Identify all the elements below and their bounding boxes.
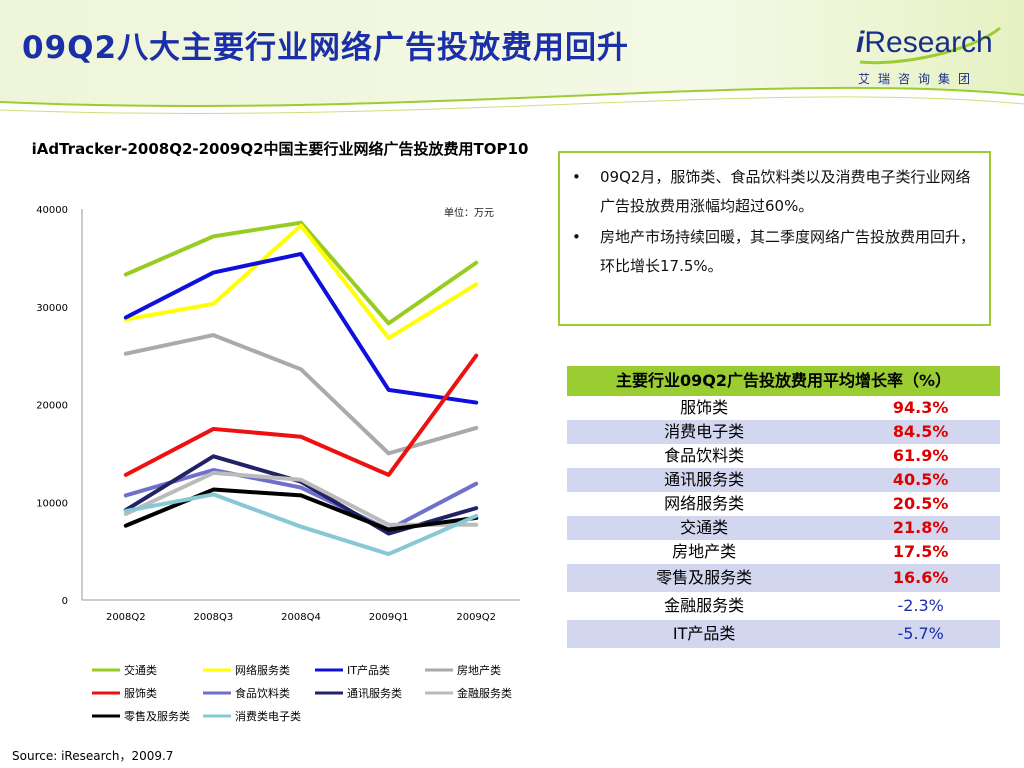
series-line <box>123 220 479 326</box>
industry-name: 零售及服务类 <box>567 564 842 592</box>
growth-value: -5.7% <box>841 620 1000 648</box>
table-row: 网络服务类 20.5% <box>567 492 1000 516</box>
notes-box: • 09Q2月，服饰类、食品饮料类以及消费电子类行业网络广告投放费用涨幅均超过60… <box>558 151 991 326</box>
legend-label: 消费类电子类 <box>235 709 301 723</box>
y-tick-label: 10000 <box>36 498 68 509</box>
legend-label: 食品饮料类 <box>235 686 290 700</box>
series-line <box>123 333 479 456</box>
line-chart: 0 10000 20000 30000 40000 2008Q2 2008Q3 2008Q4 2… <box>36 205 520 723</box>
industry-name: 网络服务类 <box>567 492 842 516</box>
y-tick-label: 40000 <box>36 205 68 216</box>
y-tick-label: 20000 <box>36 401 68 412</box>
industry-name: 消费电子类 <box>567 420 842 444</box>
table-row: 服饰类 94.3% <box>567 396 1000 420</box>
note-text: 房地产市场持续回暖，其二季度网络广告投放费用回升，环比增长17.5%。 <box>600 228 976 275</box>
logo-wordmark: iResearch <box>856 26 993 59</box>
table-row: 食品饮料类 61.9% <box>567 444 1000 468</box>
source-note: Source: iResearch，2009.7 <box>12 749 174 763</box>
logo-swoosh-icon <box>859 26 1001 65</box>
legend-label: 服饰类 <box>124 686 157 700</box>
table-header: 主要行业09Q2广告投放费用平均增长率（%） <box>567 366 1000 396</box>
growth-value: 20.5% <box>841 492 1000 516</box>
note-item: • 房地产市场持续回暖，其二季度网络广告投放费用回升，环比增长17.5%。 <box>572 223 976 281</box>
slide-title: 09Q2八大主要行业网络广告投放费用回升 <box>22 30 630 66</box>
industry-name: 金融服务类 <box>567 592 842 620</box>
note-text: 09Q2月，服饰类、食品饮料类以及消费电子类行业网络广告投放费用涨幅均超过60%… <box>600 168 971 215</box>
legend-label: 网络服务类 <box>235 663 290 677</box>
growth-value: 94.3% <box>841 396 1000 420</box>
x-tick-label: 2009Q2 <box>456 612 496 623</box>
growth-value: 40.5% <box>841 468 1000 492</box>
x-tick-label: 2008Q4 <box>281 612 321 623</box>
series-line <box>123 492 479 557</box>
industry-name: 服饰类 <box>567 396 842 420</box>
growth-value: 61.9% <box>841 444 1000 468</box>
chart-title: iAdTracker-2008Q2-2009Q2中国主要行业网络广告投放费用TO… <box>31 140 529 158</box>
table-row: 金融服务类 -2.3% <box>567 592 1000 620</box>
legend-label: 房地产类 <box>457 663 501 677</box>
notes-list: • 09Q2月，服饰类、食品饮料类以及消费电子类行业网络广告投放费用涨幅均超过60… <box>560 153 989 281</box>
x-tick-label: 2009Q1 <box>369 612 409 623</box>
note-item: • 09Q2月，服饰类、食品饮料类以及消费电子类行业网络广告投放费用涨幅均超过60… <box>572 163 975 221</box>
legend-label: IT产品类 <box>347 663 390 677</box>
series-line <box>123 467 479 532</box>
table-row: 零售及服务类 16.6% <box>567 564 1000 592</box>
growth-value: 84.5% <box>841 420 1000 444</box>
series-line <box>123 353 479 477</box>
growth-rate-table: 主要行业09Q2广告投放费用平均增长率（%） 服饰类 94.3% 消费电子类 84.… <box>567 366 1000 648</box>
table-row: 房地产类 17.5% <box>567 540 1000 564</box>
legend-label: 通讯服务类 <box>347 686 402 700</box>
table-row: 交通类 21.8% <box>567 516 1000 540</box>
legend-label: 金融服务类 <box>457 686 512 700</box>
bullet-icon: • <box>572 168 581 186</box>
growth-value: 21.8% <box>841 516 1000 540</box>
growth-value: 17.5% <box>841 540 1000 564</box>
x-tick-label: 2008Q3 <box>194 612 234 623</box>
x-tick-label: 2008Q2 <box>106 612 146 623</box>
series-line <box>123 251 479 405</box>
chart-series-lines <box>123 220 479 557</box>
industry-name: 交通类 <box>567 516 842 540</box>
industry-name: IT产品类 <box>567 620 842 648</box>
table-row: IT产品类 -5.7% <box>567 620 1000 648</box>
y-tick-label: 30000 <box>36 303 68 314</box>
table-row: 消费电子类 84.5% <box>567 420 1000 444</box>
chart-axes: 0 10000 20000 30000 40000 2008Q2 2008Q3 2008Q4 2… <box>36 205 520 623</box>
logo-subtitle: 艾瑞咨询集团 <box>858 72 979 86</box>
y-tick-label: 0 <box>62 596 68 607</box>
header-swoosh <box>0 0 1024 114</box>
legend-label: 交通类 <box>124 663 157 677</box>
chart-unit-label: 单位：万元 <box>444 208 494 219</box>
industry-name: 房地产类 <box>567 540 842 564</box>
table-row: 通讯服务类 40.5% <box>567 468 1000 492</box>
legend-label: 零售及服务类 <box>124 709 190 723</box>
bullet-icon: • <box>572 228 581 246</box>
industry-name: 食品饮料类 <box>567 444 842 468</box>
series-line <box>123 223 479 341</box>
industry-name: 通讯服务类 <box>567 468 842 492</box>
growth-value: -2.3% <box>841 592 1000 620</box>
slide-header: 09Q2八大主要行业网络广告投放费用回升 iResearch 艾瑞咨询集团 <box>0 0 1024 125</box>
growth-value: 16.6% <box>841 564 1000 592</box>
iresearch-logo: iResearch 艾瑞咨询集团 <box>850 22 1010 92</box>
